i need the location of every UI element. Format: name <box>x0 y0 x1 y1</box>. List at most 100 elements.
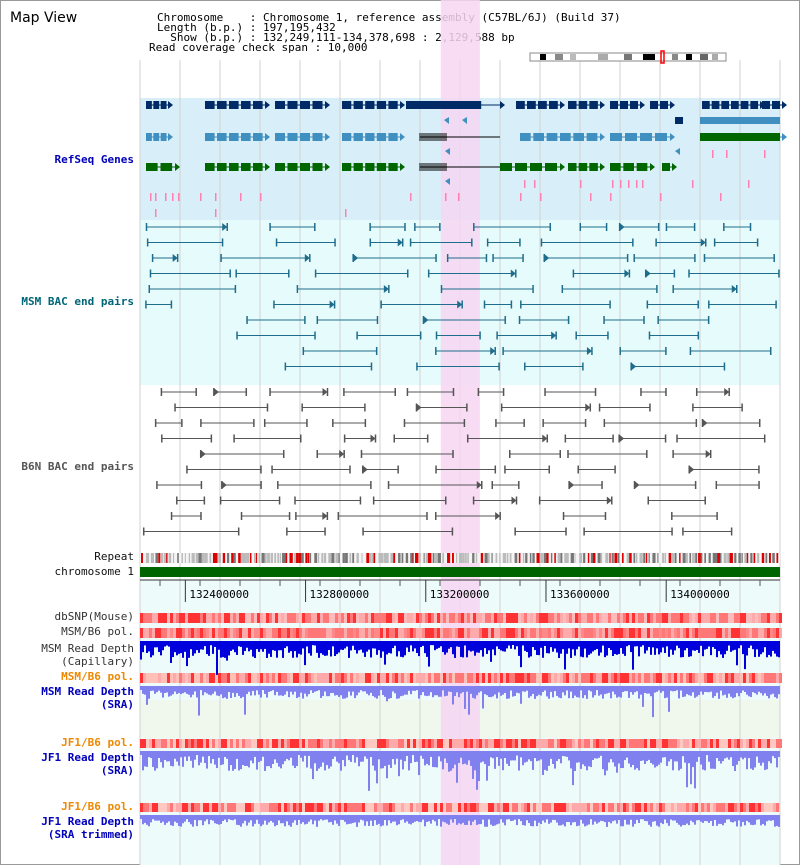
heat-cell <box>350 673 353 683</box>
heat-cell <box>419 803 422 812</box>
heat-cell <box>530 673 533 683</box>
depth-bar <box>368 641 370 650</box>
heat-cell <box>575 628 578 638</box>
depth-bar <box>346 641 348 647</box>
heat-cell <box>263 803 266 812</box>
depth-bar <box>760 815 762 826</box>
repeat-element <box>279 553 281 563</box>
depth-bar <box>578 815 580 826</box>
track-label-msm-bac[interactable]: MSM BAC end pairs <box>21 295 134 308</box>
heat-cell <box>617 673 620 683</box>
heat-cell <box>713 803 716 812</box>
depth-bar <box>430 815 432 824</box>
depth-bar <box>436 815 438 826</box>
heat-cell <box>281 739 284 748</box>
heat-cell <box>680 673 683 683</box>
heat-cell <box>533 673 536 683</box>
depth-bar <box>580 815 582 820</box>
depth-bar <box>222 641 224 658</box>
track-label-jf1-depth-trim[interactable]: JF1 Read Depth <box>41 815 134 828</box>
heat-cell <box>257 739 260 748</box>
depth-bar <box>658 815 660 827</box>
heat-cell <box>218 739 221 748</box>
depth-bar <box>276 641 278 658</box>
depth-bar <box>396 641 398 657</box>
track-label-b6n-bac[interactable]: B6N BAC end pairs <box>21 460 134 473</box>
track-label-msm-depth-sra[interactable]: MSM Read Depth <box>41 685 134 698</box>
depth-bar <box>364 686 366 692</box>
depth-bar <box>254 815 256 824</box>
depth-bar <box>486 641 488 654</box>
depth-bar <box>216 686 218 696</box>
refseq-genes <box>146 101 787 217</box>
heat-cell <box>296 673 299 683</box>
depth-bar <box>308 815 310 822</box>
heat-cell <box>755 803 758 812</box>
depth-bar <box>360 686 362 691</box>
depth-bar <box>190 641 192 650</box>
repeat-element <box>378 553 382 563</box>
depth-bar <box>424 751 426 766</box>
depth-bar <box>626 641 628 647</box>
track-label-msm-pol-1[interactable]: MSM/B6 pol. <box>61 625 134 638</box>
heat-cell <box>566 673 569 683</box>
depth-bar <box>558 686 560 698</box>
heat-cell <box>476 803 479 812</box>
heat-cell <box>485 628 488 638</box>
track-label-refseq[interactable]: RefSeq Genes <box>54 153 134 166</box>
depth-bar <box>538 641 540 656</box>
depth-bar <box>416 815 418 821</box>
depth-bar <box>422 815 424 820</box>
length-info: Length (b.p.) : 197,195,432 <box>157 21 336 34</box>
heat-cell <box>713 673 716 683</box>
track-label-repeat[interactable]: Repeat <box>94 550 134 563</box>
heat-cell <box>311 803 314 812</box>
heat-cell <box>149 739 152 748</box>
track-label-jf1-pol-2[interactable]: JF1/B6 pol. <box>61 800 134 813</box>
heat-cell <box>746 739 749 748</box>
depth-bar <box>652 686 654 718</box>
heat-cell <box>449 673 452 683</box>
heat-cell <box>686 613 689 623</box>
depth-bar <box>174 751 176 759</box>
track-label-dbsnp[interactable]: dbSNP(Mouse) <box>54 610 134 623</box>
depth-bar <box>554 751 556 769</box>
heat-cell <box>716 628 719 638</box>
depth-bar <box>630 815 632 820</box>
depth-bar <box>374 815 376 821</box>
depth-bar <box>400 751 402 760</box>
depth-bar <box>296 751 298 767</box>
track-label-jf1-depth-sra[interactable]: JF1 Read Depth <box>41 751 134 764</box>
heat-cell <box>257 613 260 623</box>
heat-cell <box>497 628 500 638</box>
depth-bar <box>474 641 476 656</box>
depth-bar <box>170 686 172 696</box>
depth-bar <box>518 641 520 656</box>
depth-bar <box>470 686 472 694</box>
depth-bar <box>404 751 406 762</box>
heat-cell <box>650 628 653 638</box>
depth-bar <box>348 641 350 658</box>
track-label-msm-depth-cap[interactable]: MSM Read Depth <box>41 642 134 655</box>
depth-bar <box>440 751 442 762</box>
depth-bar <box>646 686 648 694</box>
track-label-jf1-pol-1[interactable]: JF1/B6 pol. <box>61 736 134 749</box>
depth-bar <box>472 686 474 698</box>
repeat-element <box>609 553 611 563</box>
heat-cell <box>479 673 482 683</box>
depth-bar <box>354 641 356 650</box>
heat-cell <box>482 628 485 638</box>
heat-cell <box>209 613 212 623</box>
depth-bar <box>576 686 578 698</box>
heat-cell <box>260 803 263 812</box>
heat-cell <box>734 613 737 623</box>
depth-bar <box>614 815 616 821</box>
heat-cell <box>476 739 479 748</box>
heat-cell <box>272 673 275 683</box>
heat-cell <box>344 628 347 638</box>
depth-bar <box>574 686 576 696</box>
track-label-msm-pol-2[interactable]: MSM/B6 pol. <box>61 670 134 683</box>
depth-bar <box>436 686 438 696</box>
depth-bar <box>748 686 750 697</box>
